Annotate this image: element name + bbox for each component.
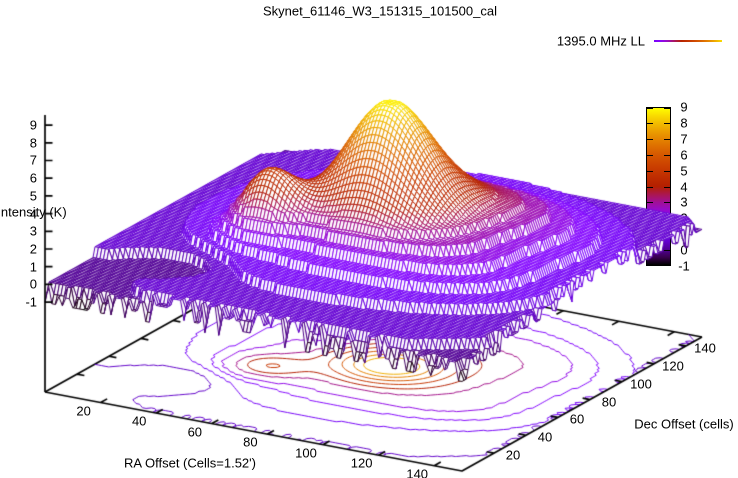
surface-plot-canvas	[0, 0, 738, 478]
